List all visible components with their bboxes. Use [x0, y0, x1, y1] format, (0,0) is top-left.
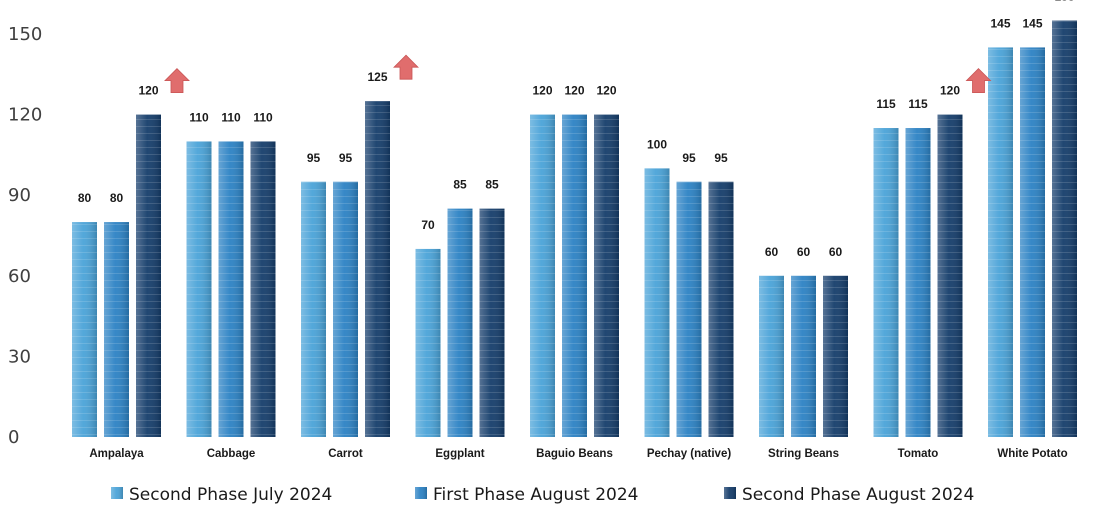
- bar-group-cabbage: 110 110 110: [186, 110, 276, 437]
- bar-group-carrot: 95 95 125: [301, 70, 390, 438]
- y-tick-label: 120: [8, 105, 42, 126]
- bar-stripes: [333, 181, 358, 437]
- data-label: 145: [1022, 16, 1042, 30]
- bar-stripes: [415, 248, 441, 437]
- bar-stripes: [644, 168, 670, 438]
- data-label: 80: [110, 191, 124, 205]
- data-label: 110: [253, 110, 273, 124]
- data-label: 60: [829, 245, 843, 259]
- bar-stripes: [1052, 20, 1077, 438]
- legend-swatch-sheen: [724, 487, 736, 499]
- legend-label: Second Phase July 2024: [129, 485, 332, 505]
- y-tick-label: 150: [8, 24, 42, 45]
- data-label: 120: [940, 84, 960, 98]
- bar-stripes: [873, 128, 899, 438]
- legend-item-second-phase-august-2024: Second Phase August 2024: [724, 485, 974, 505]
- y-axis: 0 30 60 90 120 150: [8, 24, 42, 448]
- bar-stripes: [72, 222, 97, 437]
- bar-stripes: [988, 47, 1013, 437]
- x-axis: Ampalaya Cabbage Carrot Eggplant Baguio Bean…: [89, 448, 1067, 460]
- x-tick-label: Cabbage: [207, 448, 256, 460]
- legend-swatch-sheen: [415, 487, 427, 499]
- data-label: 110: [221, 110, 241, 124]
- bar-stripes: [250, 141, 276, 437]
- bar-stripes: [759, 275, 784, 437]
- up-arrow-icon: [164, 68, 190, 93]
- data-label: 60: [765, 245, 779, 259]
- bar-stripes: [479, 208, 505, 437]
- bar-stripes: [676, 181, 702, 437]
- bar-group-tomato: 115 115 120: [873, 84, 963, 438]
- bar-group-string-beans: 60 60 60: [759, 245, 848, 437]
- legend-item-first-phase-august-2024: First Phase August 2024: [415, 485, 639, 505]
- bars-group: 80 80 120 110 110 110 95 95 125 70 85 85 120 120 120 10…: [72, 0, 1077, 438]
- bar-group-ampalaya: 80 80 120: [72, 84, 161, 437]
- data-label: 120: [532, 84, 552, 98]
- legend-label: First Phase August 2024: [433, 485, 639, 505]
- bar-stripes: [594, 114, 619, 437]
- bar-stripes: [136, 114, 161, 437]
- x-tick-label: Pechay (native): [647, 448, 732, 460]
- data-label: 100: [647, 137, 667, 151]
- data-label: 70: [421, 218, 435, 232]
- data-label: 120: [138, 84, 158, 98]
- bar-stripes: [104, 222, 129, 437]
- y-tick-label: 30: [8, 346, 31, 367]
- data-label: 120: [596, 84, 616, 98]
- up-arrow-icon: [393, 54, 419, 80]
- bar-stripes: [186, 141, 212, 437]
- y-tick-label: 60: [8, 266, 31, 287]
- bar-stripes: [301, 181, 326, 437]
- data-label: 95: [714, 151, 728, 165]
- bar-group-pechay-native: 100 95 95: [644, 137, 734, 438]
- legend-swatch-sheen: [111, 487, 123, 499]
- legend-label: Second Phase August 2024: [742, 485, 974, 505]
- data-label: 115: [876, 97, 896, 111]
- x-tick-label: White Potato: [997, 448, 1067, 460]
- bar-stripes: [823, 275, 848, 437]
- y-tick-label: 0: [8, 427, 19, 448]
- y-tick-label: 90: [8, 185, 31, 206]
- bar-stripes: [530, 114, 555, 437]
- data-label: 95: [682, 151, 696, 165]
- bar-stripes: [937, 114, 963, 437]
- data-label: 60: [797, 245, 811, 259]
- x-tick-label: Ampalaya: [89, 448, 144, 460]
- x-tick-label: Tomato: [898, 448, 939, 460]
- bar-stripes: [562, 114, 587, 437]
- bar-stripes: [447, 208, 473, 437]
- data-label: 110: [189, 110, 209, 124]
- data-label: 125: [367, 70, 387, 84]
- increase-arrows: [164, 54, 992, 93]
- data-label: 155: [1054, 0, 1074, 4]
- legend: Second Phase July 2024 First Phase August…: [111, 485, 974, 505]
- x-tick-label: Eggplant: [435, 448, 484, 460]
- up-arrow-icon: [965, 68, 992, 93]
- x-tick-label: Carrot: [328, 448, 363, 460]
- data-label: 145: [990, 16, 1010, 30]
- x-tick-label: String Beans: [768, 448, 839, 460]
- data-label: 115: [908, 97, 928, 111]
- data-label: 85: [485, 178, 499, 192]
- bar-group-white-potato: 145 145 155: [988, 0, 1077, 438]
- x-tick-label: Baguio Beans: [536, 448, 613, 460]
- bar-stripes: [1020, 47, 1045, 437]
- bar-stripes: [791, 275, 816, 437]
- bar-stripes: [218, 141, 244, 437]
- data-label: 95: [339, 151, 353, 165]
- data-label: 95: [307, 151, 321, 165]
- data-label: 85: [453, 178, 467, 192]
- data-label: 120: [564, 84, 584, 98]
- bar-stripes: [365, 101, 390, 438]
- bar-group-baguio-beans: 120 120 120: [530, 84, 619, 437]
- legend-item-second-phase-july-2024: Second Phase July 2024: [111, 485, 332, 505]
- data-label: 80: [78, 191, 92, 205]
- bar-stripes: [905, 128, 931, 438]
- bar-stripes: [708, 181, 734, 437]
- bar-group-eggplant: 70 85 85: [415, 178, 505, 437]
